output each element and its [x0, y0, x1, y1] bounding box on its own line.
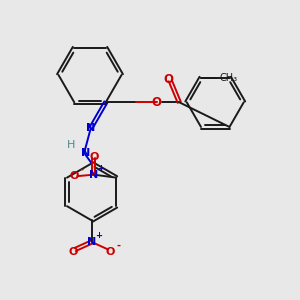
Text: -: -	[116, 241, 120, 251]
Text: O: O	[89, 152, 98, 162]
Text: +: +	[95, 232, 102, 241]
Text: O: O	[69, 171, 78, 181]
Text: -: -	[79, 164, 83, 175]
Text: O: O	[164, 73, 174, 86]
Text: N: N	[89, 169, 98, 180]
Text: H: H	[68, 140, 76, 150]
Text: N: N	[86, 123, 95, 133]
Text: O: O	[68, 248, 77, 257]
Text: O: O	[152, 96, 162, 109]
Text: O: O	[106, 248, 115, 257]
Text: N: N	[81, 148, 90, 158]
Text: CH₃: CH₃	[220, 73, 238, 82]
Text: N: N	[87, 237, 96, 247]
Text: +: +	[97, 164, 104, 172]
